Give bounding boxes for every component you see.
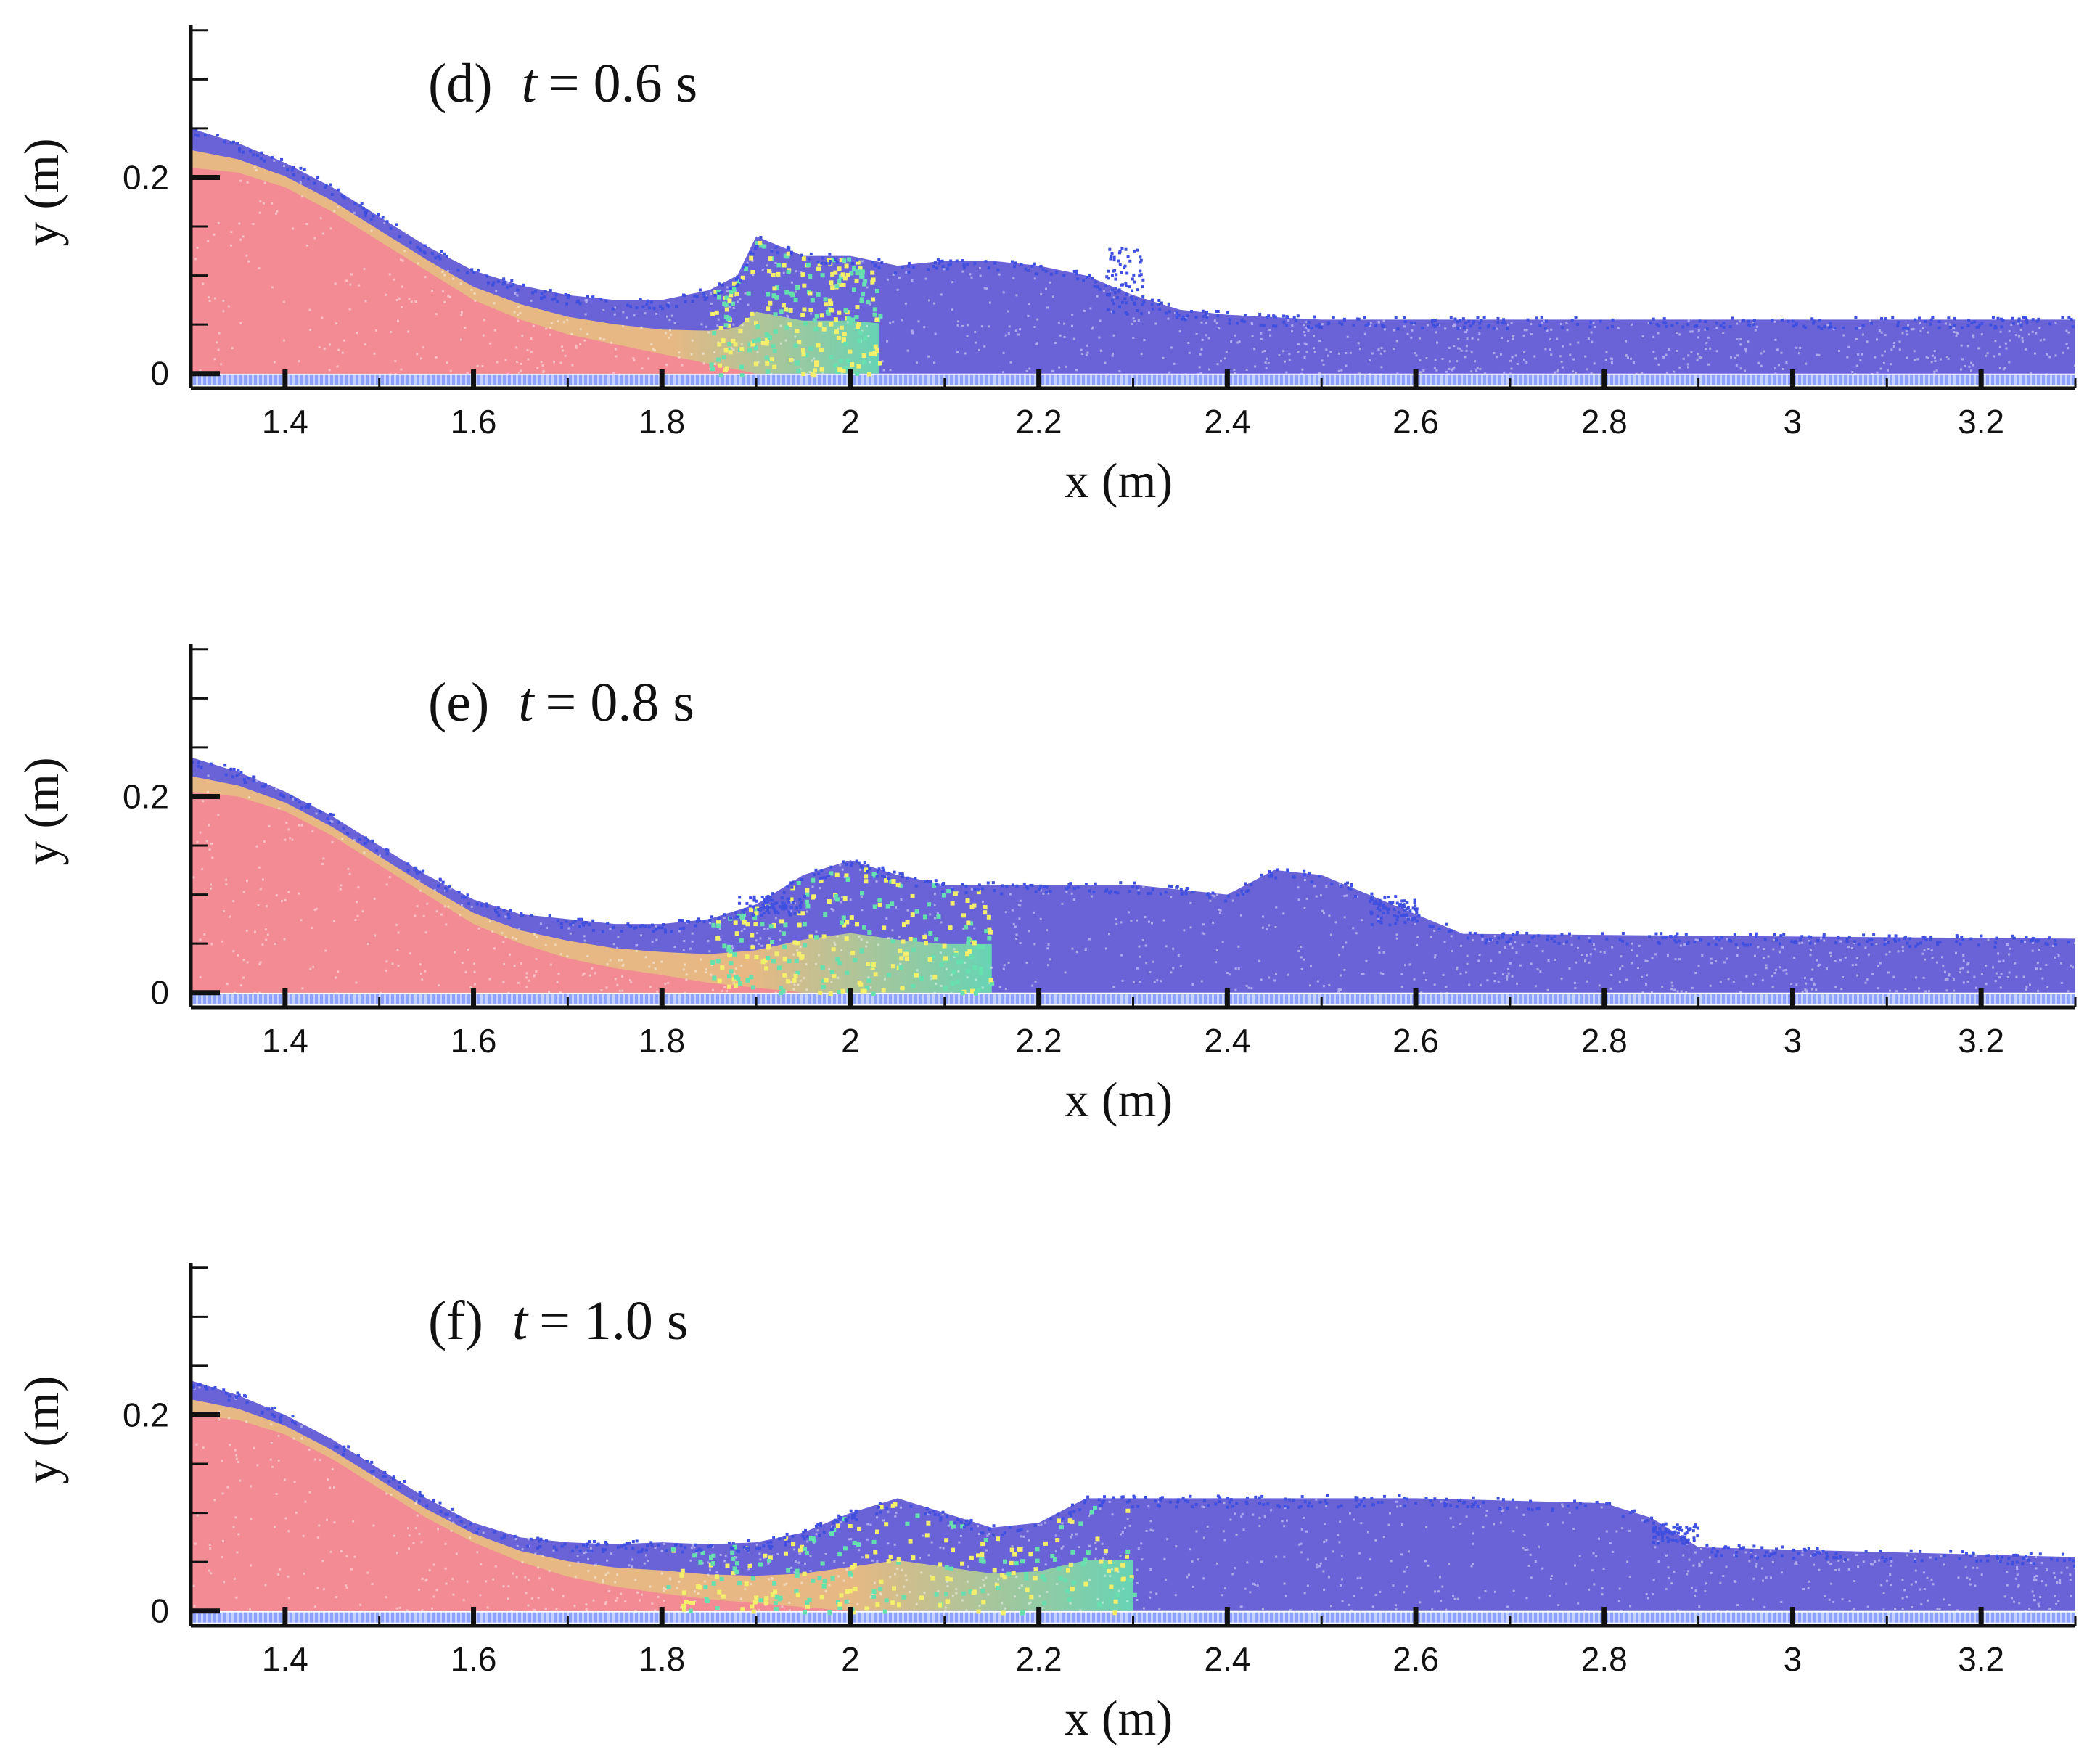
chart-1-plot-area (191, 757, 2075, 1004)
chart-1-x-tick-label-5: 2.4 (1204, 1022, 1250, 1060)
chart-0-panel-label: (d) (428, 53, 493, 114)
chart-1-x-tick-label-0: 1.4 (262, 1022, 308, 1060)
chart-0-x-tick-label-2: 1.8 (639, 403, 685, 441)
chart-2-x-tick-label-6: 2.6 (1393, 1640, 1439, 1678)
chart-1-time-variable: t (518, 672, 535, 733)
chart-0-x-tick-label-7: 2.8 (1581, 403, 1628, 441)
chart-2-x-tick-label-3: 2 (841, 1640, 860, 1678)
chart-2-x-tick-label-4: 2.2 (1016, 1640, 1062, 1678)
chart-1-x-tick-label-8: 3 (1784, 1022, 1802, 1060)
chart-2-time-value: = 1.0 s (539, 1290, 688, 1351)
chart-2-x-tick-label-8: 3 (1784, 1640, 1802, 1678)
chart-0-fluid-body (191, 128, 2075, 374)
chart-0-x-axis-title: x (m) (1065, 453, 1173, 508)
chart-1-surface-spray (191, 760, 2070, 949)
chart-2-y-axis-title: y (m) (14, 1375, 69, 1483)
chart-0-mixing-speckles (709, 240, 883, 378)
chart-2-time-variable: t (512, 1290, 529, 1351)
chart-0-time-value: = 0.6 s (549, 53, 697, 114)
chart-1-particle-texture (192, 774, 2075, 995)
chart-0-x-tick-label-9: 3.2 (1958, 403, 2004, 441)
chart-2-x-tick-label-0: 1.4 (262, 1640, 308, 1678)
chart-0-x-tick-label-1: 1.6 (451, 403, 497, 441)
chart-2-x-tick-label-1: 1.6 (451, 1640, 497, 1678)
chart-0-surface-spray (194, 128, 2075, 331)
chart-1-panel-title: (e) t = 0.8 s (428, 672, 694, 733)
chart-1-granular-core (191, 791, 804, 993)
chart-0-x-tick-label-0: 1.4 (262, 403, 308, 441)
chart-1-x-tick-label-4: 2.2 (1016, 1022, 1062, 1060)
chart-1-splash-cluster-0 (738, 894, 806, 917)
chart-0-plot-area (191, 128, 2075, 385)
chart-2-y-tick-label-1: 0.2 (123, 1396, 169, 1433)
chart-0-x-tick-label-5: 2.4 (1204, 403, 1250, 441)
chart-1-panel: 0 0.2 1.4 1.6 1.8 2 2.2 2.4 2.6 2.8 3 3.2 x (m) y (m)… (14, 644, 2077, 1127)
chart-2-x-tick-label-9: 3.2 (1958, 1640, 2004, 1678)
chart-0-y-tick-label-0: 0 (150, 355, 169, 393)
chart-1-panel-label: (e) (428, 672, 489, 733)
chart-2-x-tick-label-2: 1.8 (639, 1640, 685, 1678)
chart-1-x-tick-label-9: 3.2 (1958, 1022, 2004, 1060)
chart-2-panel: 0 0.2 1.4 1.6 1.8 2 2.2 2.4 2.6 2.8 3 3.2 x (m) y (m)… (14, 1263, 2077, 1745)
chart-2-granular-core (191, 1415, 850, 1611)
chart-1-y-tick-label-1: 0.2 (123, 777, 169, 815)
chart-1-splash-cluster-1 (1369, 895, 1419, 927)
chart-2-x-tick-label-5: 2.4 (1204, 1640, 1250, 1678)
chart-0-x-tick-label-4: 2.2 (1016, 403, 1062, 441)
chart-1-x-tick-label-2: 1.8 (639, 1022, 685, 1060)
chart-0-y-axis-title: y (m) (14, 138, 69, 246)
chart-1-time-value: = 0.8 s (545, 672, 694, 733)
chart-0-panel: 0 0.2 1.4 1.6 1.8 2 2.2 2.4 2.6 2.8 3 3.2 x (m) y (m)… (14, 25, 2077, 508)
chart-2-surface-spray (192, 1383, 2075, 1568)
chart-2-y-tick-label-0: 0 (150, 1592, 169, 1630)
chart-1-x-axis-title: x (m) (1065, 1072, 1173, 1127)
chart-1-x-tick-label-3: 2 (841, 1022, 860, 1060)
chart-1-y-tick-label-0: 0 (150, 974, 169, 1012)
chart-0-particle-texture (194, 159, 2075, 376)
chart-0-y-tick-label-1: 0.2 (123, 158, 169, 196)
chart-1-x-tick-label-1: 1.6 (451, 1022, 497, 1060)
chart-2-panel-title: (f) t = 1.0 s (428, 1290, 689, 1351)
chart-0-splash-cluster-0 (1105, 247, 1146, 316)
chart-2-x-tick-label-7: 2.8 (1581, 1640, 1628, 1678)
chart-2-fluid-body (191, 1380, 2075, 1611)
chart-0-time-variable: t (522, 53, 538, 114)
chart-2-x-axis-title: x (m) (1065, 1690, 1173, 1745)
chart-0-x-tick-label-8: 3 (1784, 403, 1802, 441)
chart-0-x-tick-label-3: 2 (841, 403, 860, 441)
chart-1-y-axis-title: y (m) (14, 757, 69, 865)
chart-2-plot-area (191, 1380, 2075, 1623)
chart-2-mixing-speckles (666, 1502, 1137, 1616)
chart-0-panel-title: (d) t = 0.6 s (428, 53, 697, 114)
chart-0-granular-core (191, 167, 757, 374)
chart-1-x-tick-label-7: 2.8 (1581, 1022, 1628, 1060)
chart-1-fluid-body (191, 757, 2075, 993)
chart-1-x-tick-label-6: 2.6 (1393, 1022, 1439, 1060)
chart-2-panel-label: (f) (428, 1290, 483, 1351)
chart-2-splash-cluster-0 (1652, 1523, 1700, 1545)
chart-0-x-tick-label-6: 2.6 (1393, 403, 1439, 441)
